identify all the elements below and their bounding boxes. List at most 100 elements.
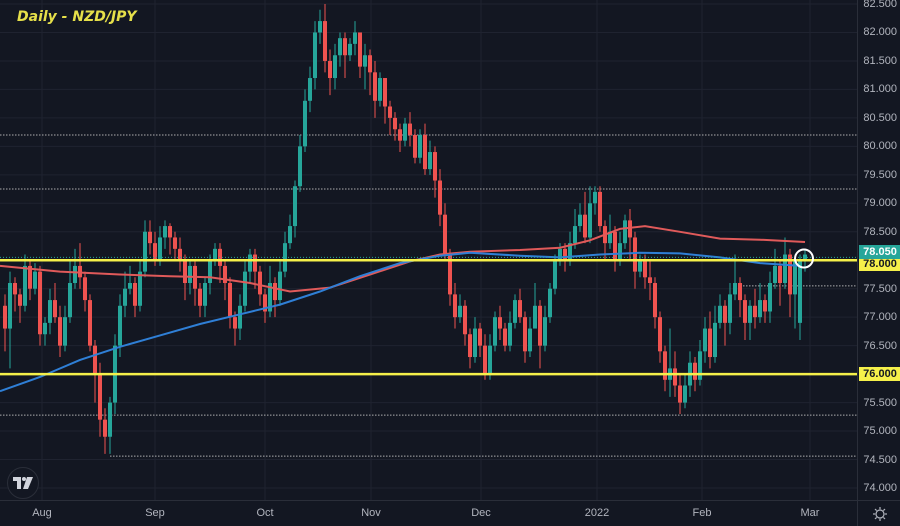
time-tick-label: Sep [145, 507, 165, 519]
candle-up [333, 55, 337, 79]
candle-down [738, 283, 742, 301]
candle-down [178, 248, 182, 261]
candle-down [503, 328, 507, 346]
price-plot-area[interactable] [0, 0, 857, 500]
candle-up [348, 43, 352, 56]
chart-title: Daily - NZD/JPY [17, 9, 137, 25]
candle-up [48, 300, 52, 323]
candle-down [343, 38, 347, 56]
candle-down [198, 288, 202, 306]
candle-down [408, 123, 412, 135]
price-tick-label: 81.500 [863, 54, 897, 67]
candle-down [223, 265, 227, 284]
candle-down [448, 254, 452, 295]
candle-up [618, 243, 622, 261]
candle-up [578, 214, 582, 227]
candle-down [743, 300, 747, 323]
candle-up [793, 260, 797, 295]
candle-down [183, 260, 187, 284]
candle-up [683, 385, 687, 403]
candle-down [58, 317, 62, 346]
candle-up [733, 283, 737, 295]
candle-down [93, 345, 97, 375]
price-tick-label: 82.000 [863, 26, 897, 39]
candle-down [13, 283, 17, 295]
price-tick-label: 76.500 [863, 339, 897, 352]
candle-down [763, 300, 767, 312]
candle-up [528, 328, 532, 352]
candle-down [258, 271, 262, 295]
time-tick-label: Oct [256, 507, 274, 519]
candle-up [238, 305, 242, 329]
candle-down [433, 152, 437, 181]
candle-up [703, 328, 707, 352]
candle-up [208, 260, 212, 284]
candle-down [358, 32, 362, 67]
candle-up [493, 317, 497, 346]
candle-up [713, 322, 717, 358]
candle-up [773, 265, 777, 284]
time-axis[interactable]: Aug Sep Oct Nov Dec 2022 Feb Mar [0, 500, 857, 526]
candle-up [553, 260, 557, 289]
candlestick-chart[interactable] [0, 0, 857, 500]
price-tick-label: 80.000 [863, 140, 897, 153]
tradingview-logo[interactable] [7, 467, 39, 499]
candle-down [438, 180, 442, 215]
price-tick-label: 78.500 [863, 225, 897, 238]
settings-button[interactable] [857, 500, 900, 526]
candle-down [643, 260, 647, 278]
price-tick-label: 75.000 [863, 425, 897, 438]
candle-up [73, 265, 77, 284]
candle-down [478, 328, 482, 346]
candle-down [368, 55, 372, 73]
candle-up [488, 345, 492, 375]
candle-down [373, 72, 377, 101]
time-tick-label: Mar [800, 507, 820, 519]
moving-average-blue-line [0, 251, 801, 393]
candle-down [53, 300, 57, 318]
candle-down [148, 231, 152, 244]
candle-up [268, 283, 272, 312]
candle-up [63, 317, 67, 346]
candle-down [233, 317, 237, 329]
candle-down [663, 351, 667, 380]
time-tick-label: 2022 [584, 507, 610, 519]
candle-down [633, 237, 637, 272]
candle-down [468, 334, 472, 358]
candle-up [718, 305, 722, 323]
candle-up [163, 226, 167, 238]
time-tick-label: Nov [361, 507, 381, 519]
level-price-tag: 76.000 [859, 367, 900, 382]
candle-up [248, 254, 252, 272]
last-price-tag: 78.050 [859, 245, 900, 260]
candle-up [318, 21, 322, 33]
price-axis[interactable]: 82.500 82.000 81.500 81.000 80.500 80.000 79.5… [857, 0, 900, 500]
candle-up [428, 152, 432, 170]
candle-up [508, 322, 512, 346]
candle-up [728, 294, 732, 323]
candle-down [383, 78, 387, 107]
candle-down [228, 283, 232, 318]
highlight-circle-annotation[interactable] [794, 248, 814, 269]
candle-down [518, 300, 522, 318]
candle-up [748, 305, 752, 323]
candle-up [768, 283, 772, 312]
candle-down [563, 248, 567, 261]
candle-down [393, 117, 397, 130]
candle-up [403, 123, 407, 141]
candle-down [653, 283, 657, 318]
candle-down [413, 134, 417, 158]
candle-up [8, 283, 12, 329]
candle-down [173, 237, 177, 249]
candle-up [558, 248, 562, 261]
candle-down [658, 317, 662, 352]
candle-up [158, 237, 162, 261]
candle-up [23, 265, 27, 306]
price-tick-label: 74.000 [863, 481, 897, 494]
candle-up [473, 328, 477, 358]
candle-down [323, 21, 327, 61]
candle-down [443, 214, 447, 255]
candle-down [463, 305, 467, 335]
candle-down [98, 374, 102, 420]
